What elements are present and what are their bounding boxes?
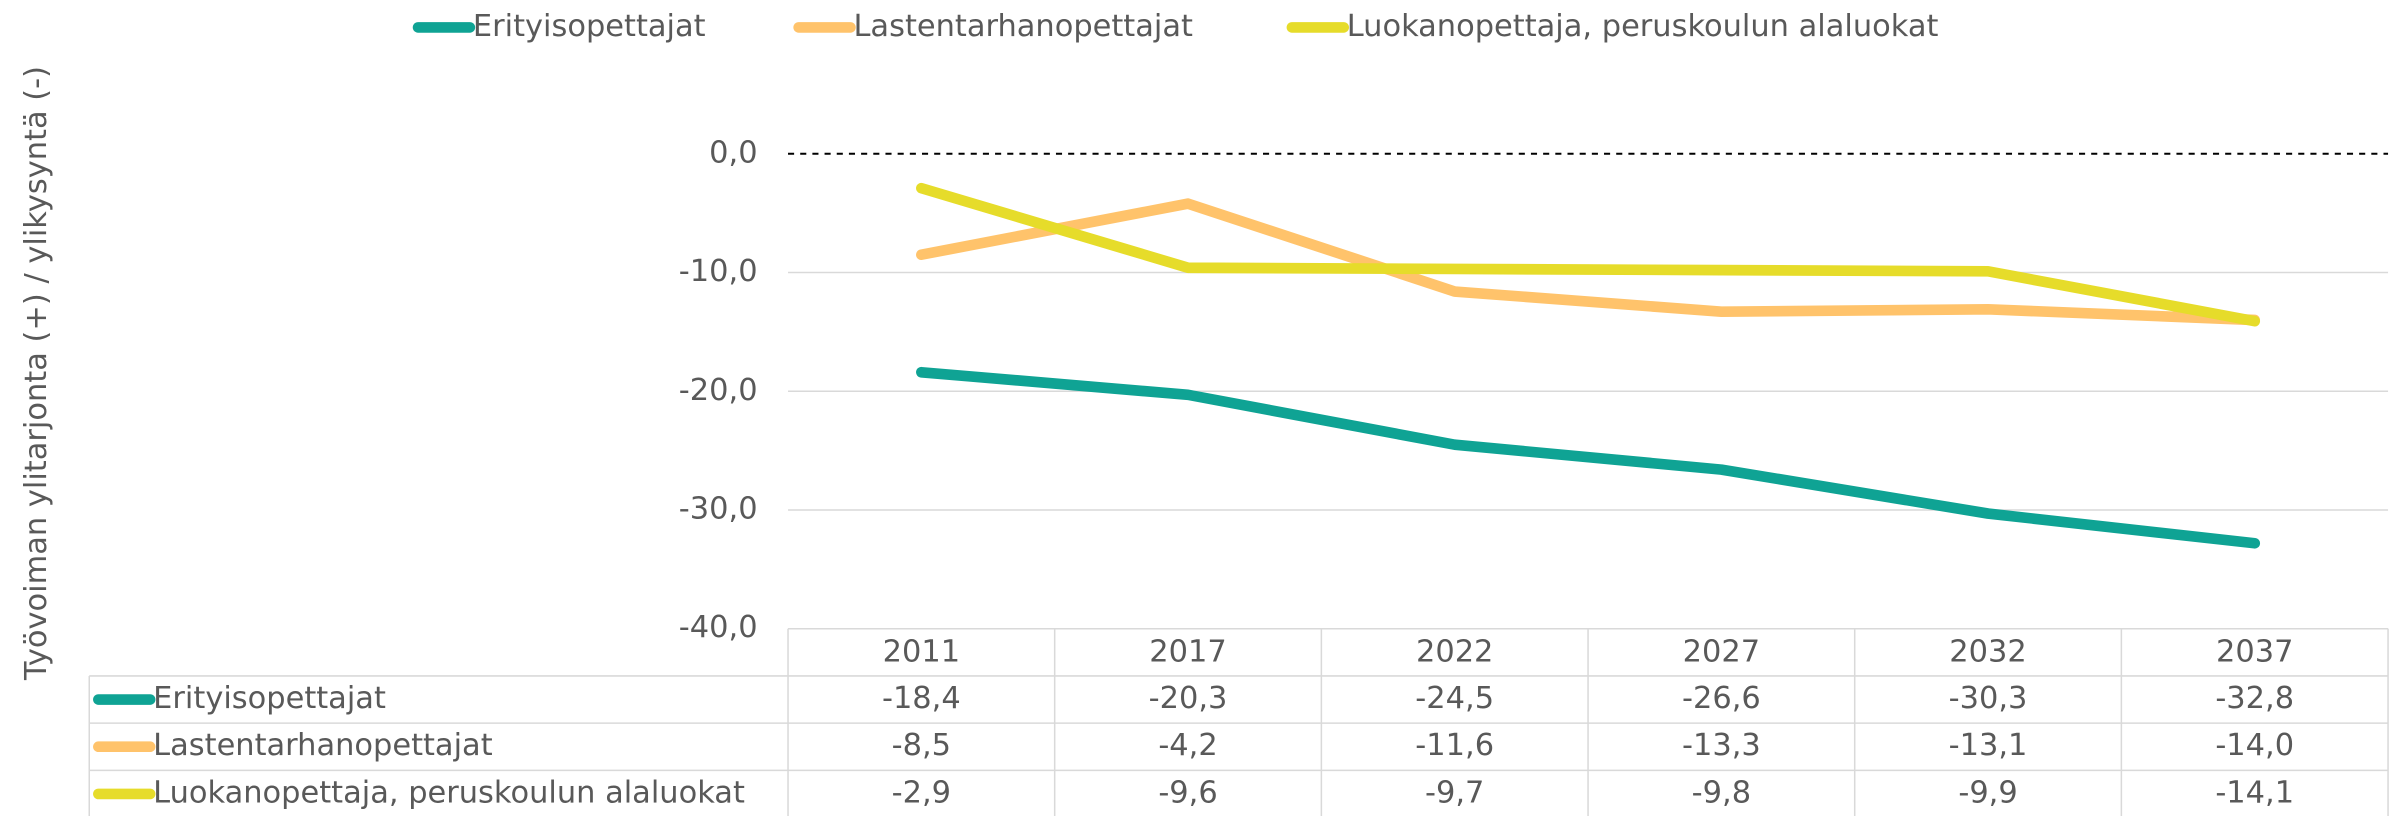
table-cell: -32,8 [2215,681,2294,716]
y-axis-label: Työvoiman ylitarjonta (+) / ylikysyntä (… [19,66,54,681]
x-tick-label: 2037 [2216,635,2293,670]
x-tick-label: 2022 [1416,635,1493,670]
table-cell: -18,4 [882,681,961,716]
table-cell: -9,6 [1158,775,1217,810]
legend-label: Erityisopettajat [473,9,706,44]
y-tick-label: -20,0 [679,373,758,408]
table-cell: -8,5 [892,728,951,763]
x-tick-label: 2027 [1683,635,1760,670]
table-row-label: Erityisopettajat [153,681,386,716]
legend-label: Lastentarhanopettajat [853,9,1193,44]
legend-label: Luokanopettaja, peruskoulun alaluokat [1347,9,1939,44]
table-cell: -26,6 [1682,681,1761,716]
table-cell: -13,3 [1682,728,1761,763]
y-tick-label: -10,0 [679,254,758,289]
series-line [916,198,2261,326]
y-tick-label: -30,0 [679,491,758,526]
table-cell: -14,0 [2215,728,2294,763]
table-cell: -9,8 [1692,775,1751,810]
y-tick-label: -40,0 [679,610,758,645]
series-line [916,366,2261,549]
x-tick-label: 2017 [1149,635,1226,670]
series-line [916,182,2261,327]
y-tick-label: 0,0 [709,135,757,170]
x-tick-label: 2011 [883,635,960,670]
table-cell: -9,9 [1958,775,2017,810]
table-cell: -20,3 [1149,681,1228,716]
table-cell: -24,5 [1415,681,1494,716]
table-row-label: Lastentarhanopettajat [153,728,493,763]
table-row-label: Luokanopettaja, peruskoulun alaluokat [153,775,745,810]
table-cell: -14,1 [2215,775,2294,810]
table-cell: -2,9 [892,775,951,810]
table-cell: -11,6 [1415,728,1494,763]
table-cell: -13,1 [1949,728,2028,763]
x-tick-label: 2032 [1949,635,2026,670]
table-cell: -9,7 [1425,775,1484,810]
table-cell: -4,2 [1158,728,1217,763]
table-cell: -30,3 [1949,681,2028,716]
